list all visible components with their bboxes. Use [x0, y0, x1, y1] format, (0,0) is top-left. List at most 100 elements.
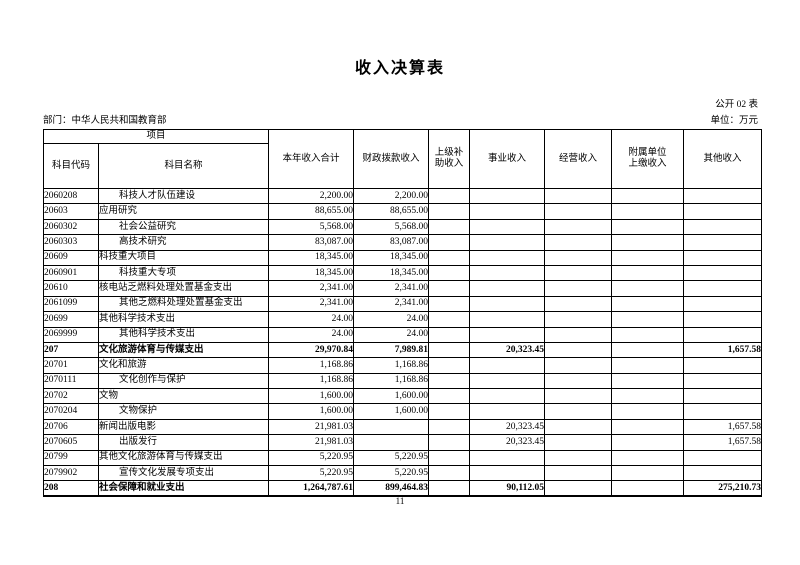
value-cell: [683, 249, 763, 266]
value-cell: [611, 372, 685, 390]
value-cell: [611, 403, 685, 420]
value-cell: 275,210.73: [683, 480, 763, 497]
value-cell: [611, 357, 685, 374]
subject-code-cell: 207: [43, 341, 99, 359]
subject-code-cell: 20699: [43, 311, 99, 328]
value-cell: [469, 449, 546, 467]
value-cell: 1,168.86: [268, 357, 355, 374]
value-cell: [611, 264, 685, 282]
value-cell: 88,655.00: [268, 203, 355, 220]
header-project: 项目: [42, 129, 270, 144]
subject-code-cell: 2060302: [43, 218, 99, 236]
value-cell: [683, 465, 763, 482]
value-cell: [544, 187, 613, 205]
subject-code-cell: 2060208: [43, 187, 99, 205]
value-cell: [683, 187, 763, 205]
value-cell: [544, 326, 613, 343]
value-cell: [611, 480, 685, 497]
value-cell: [428, 295, 471, 313]
value-cell: [683, 403, 763, 420]
value-cell: [611, 249, 685, 266]
header-total-income: 本年收入合计: [268, 129, 355, 189]
unit-label: 单位：万元: [710, 116, 758, 126]
value-cell: [469, 249, 546, 266]
subject-name-cell: 新闻出版电影: [97, 418, 270, 436]
value-cell: 24.00: [353, 311, 430, 328]
value-cell: [428, 187, 471, 205]
subject-name-cell: 社会保障和就业支出: [97, 480, 270, 497]
value-cell: [683, 311, 763, 328]
table-row: 20702 文物 1,600.00 1,600.00: [43, 388, 763, 405]
header-subject-code: 科目代码: [43, 143, 99, 189]
value-cell: [544, 264, 613, 282]
page-number: 11: [395, 496, 405, 506]
value-cell: 90,112.05: [469, 480, 546, 497]
value-cell: [428, 449, 471, 467]
table-header: 项目 本年收入合计 财政拨款收入 上级补 助收入 事业收入 经营收入 附属单位 …: [42, 129, 763, 189]
subject-code-cell: 20706: [43, 418, 99, 436]
value-cell: [683, 264, 763, 282]
value-cell: [683, 203, 763, 220]
value-cell: [611, 341, 685, 359]
subject-name-cell: 其他科学技术支出: [97, 326, 270, 343]
value-cell: [428, 311, 471, 328]
value-cell: [469, 218, 546, 236]
table-row: 2060208 科技人才队伍建设 2,200.00 2,200.00: [43, 187, 763, 205]
table-row: 20610 核电站乏燃料处理处置基金支出 2,341.00 2,341.00: [43, 280, 763, 297]
value-cell: 18,345.00: [353, 264, 430, 282]
value-cell: [683, 388, 763, 405]
subject-name-cell: 文化旅游体育与传媒支出: [97, 341, 270, 359]
table-body: 2060208 科技人才队伍建设 2,200.00 2,200.00 20603 应用研究…: [43, 187, 763, 497]
table-row: 2060302 社会公益研究 5,568.00 5,568.00: [43, 218, 763, 236]
value-cell: [611, 187, 685, 205]
table-row: 207 文化旅游体育与传媒支出 29,970.84 7,989.81 20,323.45…: [43, 341, 763, 359]
value-cell: [469, 372, 546, 390]
sheet-number-label: 公开 02 表: [715, 100, 758, 110]
value-cell: [469, 234, 546, 251]
value-cell: [469, 357, 546, 374]
value-cell: [469, 280, 546, 297]
value-cell: 1,168.86: [353, 357, 430, 374]
value-cell: [428, 418, 471, 436]
value-cell: 1,264,787.61: [268, 480, 355, 497]
value-cell: 7,989.81: [353, 341, 430, 359]
value-cell: 5,220.95: [353, 465, 430, 482]
value-cell: 24.00: [268, 326, 355, 343]
subject-name-cell: 核电站乏燃料处理处置基金支出: [97, 280, 270, 297]
subject-name-cell: 科技重大专项: [97, 264, 270, 282]
value-cell: [683, 218, 763, 236]
value-cell: [428, 465, 471, 482]
value-cell: [544, 403, 613, 420]
subject-code-cell: 2060901: [43, 264, 99, 282]
value-cell: [611, 465, 685, 482]
subject-code-cell: 20603: [43, 203, 99, 220]
subject-code-cell: 208: [43, 480, 99, 497]
value-cell: 20,323.45: [469, 418, 546, 436]
value-cell: 83,087.00: [353, 234, 430, 251]
subject-code-cell: 2070111: [43, 372, 99, 390]
value-cell: [469, 403, 546, 420]
value-cell: 18,345.00: [268, 249, 355, 266]
value-cell: [611, 295, 685, 313]
income-final-accounts-table: 项目 本年收入合计 财政拨款收入 上级补 助收入 事业收入 经营收入 附属单位 …: [42, 129, 763, 498]
value-cell: 1,168.86: [268, 372, 355, 390]
value-cell: [469, 187, 546, 205]
value-cell: [469, 264, 546, 282]
value-cell: [611, 326, 685, 343]
value-cell: 5,220.95: [268, 449, 355, 467]
table-row: 20706 新闻出版电影 21,981.03 20,323.45 1,657.58: [43, 418, 763, 436]
header-superior-subsidy-income: 上级补 助收入: [428, 129, 471, 189]
table-row: 20799 其他文化旅游体育与传媒支出 5,220.95 5,220.95: [43, 449, 763, 467]
value-cell: [683, 234, 763, 251]
value-cell: [428, 372, 471, 390]
value-cell: [428, 249, 471, 266]
subject-name-cell: 文物: [97, 388, 270, 405]
table-row: 20609 科技重大项目 18,345.00 18,345.00: [43, 249, 763, 266]
value-cell: 1,657.58: [683, 434, 763, 451]
value-cell: [544, 234, 613, 251]
value-cell: 20,323.45: [469, 434, 546, 451]
value-cell: [428, 280, 471, 297]
value-cell: 899,464.83: [353, 480, 430, 497]
table-row: 2070605 出版发行 21,981.03 20,323.45 1,657.58: [43, 434, 763, 451]
value-cell: 2,341.00: [268, 280, 355, 297]
